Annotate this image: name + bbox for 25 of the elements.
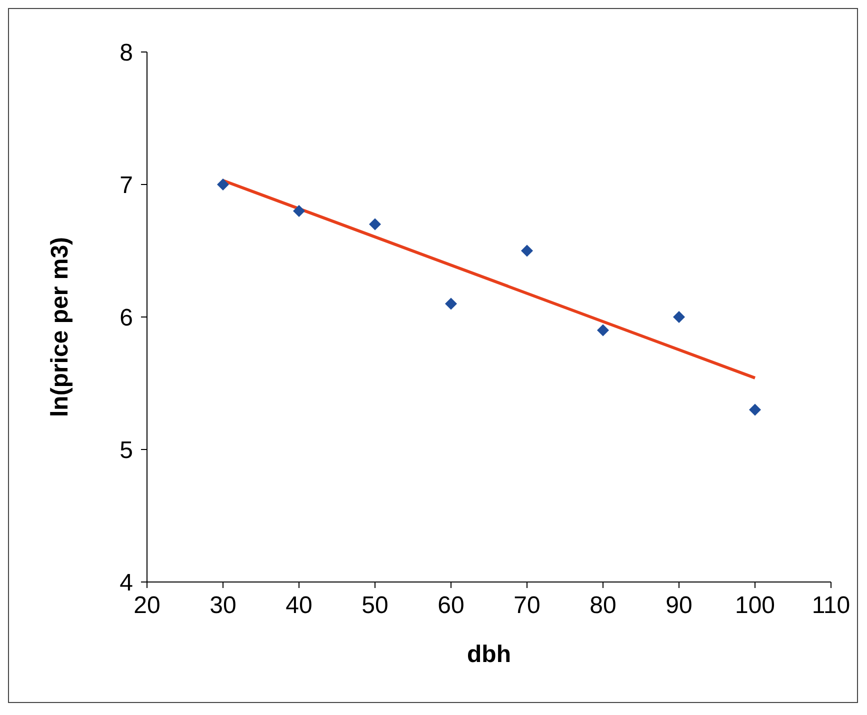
y-tick-label: 6 <box>120 304 133 332</box>
point <box>445 298 457 310</box>
y-tick-label: 7 <box>120 172 133 200</box>
x-tick-label: 20 <box>134 592 160 620</box>
point <box>673 311 685 323</box>
x-tick-label: 30 <box>210 592 236 620</box>
x-tick-label: 80 <box>590 592 616 620</box>
x-tick-label: 70 <box>514 592 540 620</box>
point <box>597 324 609 336</box>
point <box>749 404 761 416</box>
point <box>521 244 533 257</box>
point <box>217 178 229 190</box>
y-tick-label: 4 <box>120 570 133 597</box>
x-tick-label: 50 <box>362 592 388 620</box>
x-tick-label: 110 <box>812 592 850 620</box>
x-tick-label: 90 <box>666 592 692 620</box>
y-axis-title: ln(price per m3) <box>46 236 74 417</box>
point <box>369 218 381 230</box>
point <box>293 205 305 217</box>
x-tick-label: 100 <box>734 592 776 620</box>
y-tick-label: 8 <box>120 40 133 67</box>
x-tick-label: 40 <box>286 592 312 620</box>
x-axis-title: dbh <box>467 641 511 668</box>
x-tick-label: 60 <box>438 592 464 620</box>
y-tick-label: 5 <box>120 437 133 464</box>
